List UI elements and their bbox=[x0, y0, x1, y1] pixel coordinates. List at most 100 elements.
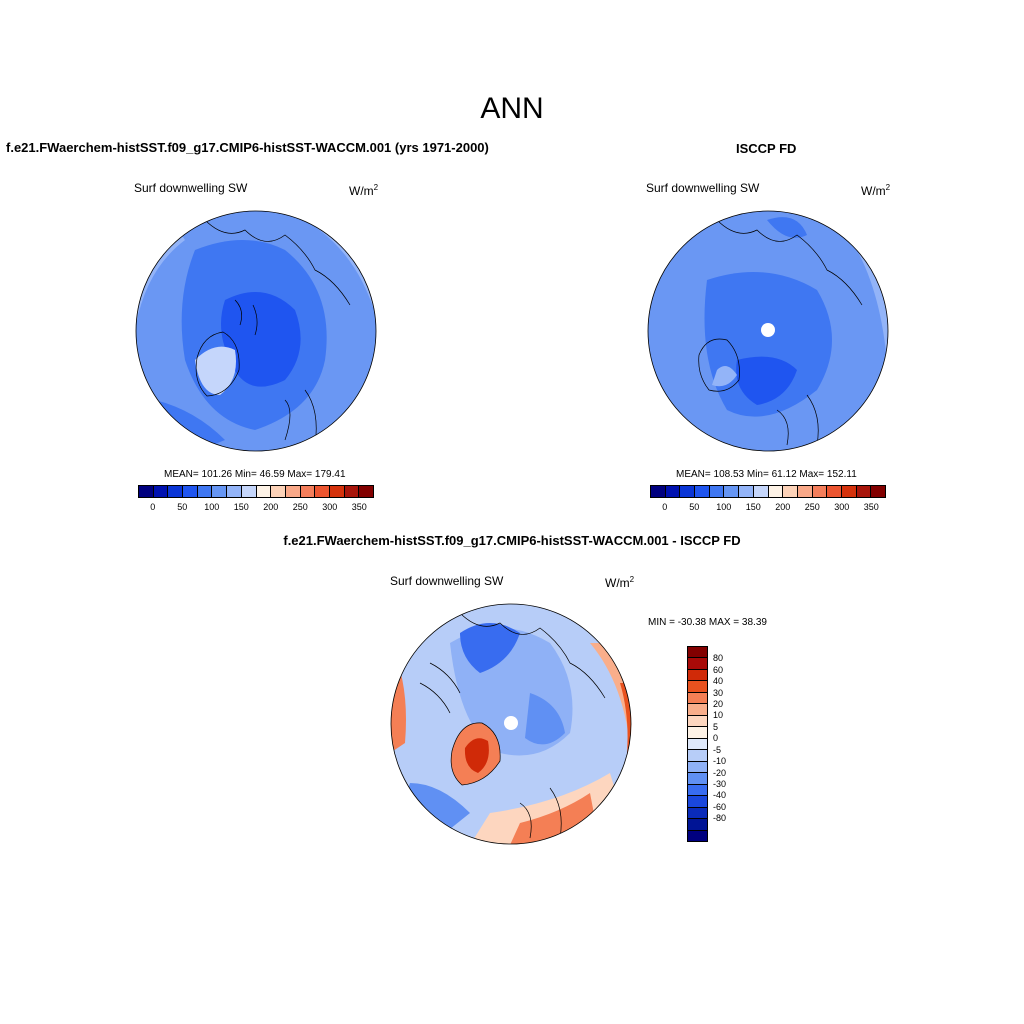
panel3-colorbar-tick-label: -40 bbox=[713, 790, 727, 801]
panel3-colorbar-tick-label: 30 bbox=[713, 687, 724, 698]
panel3-colorbar-swatch bbox=[688, 796, 707, 808]
panel3-case-title: f.e21.FWaerchem-histSST.f09_g17.CMIP6-hi… bbox=[283, 533, 741, 548]
panel1-colorbar-tick-label: 50 bbox=[177, 502, 188, 512]
panel3-colorbar-tick-label: -80 bbox=[713, 813, 727, 824]
panel2-colorbar-swatch bbox=[856, 486, 872, 497]
panel2-colorbar-swatches bbox=[650, 485, 886, 498]
panel1-colorbar bbox=[138, 485, 374, 498]
panel1-colorbar-tick-label: 250 bbox=[292, 502, 308, 512]
panel3-colorbar-labels: 80 60 40 30 20 10 5 0 -5 -10 -20 -30 -40 -60 -80 bbox=[713, 646, 753, 842]
panel3-colorbar-tick-label: 80 bbox=[713, 653, 724, 664]
panel3-colorbar-swatch bbox=[688, 715, 707, 728]
panel3-colorbar-swatch bbox=[688, 738, 707, 751]
panel1-stats: MEAN= 101.26 Min= 46.59 Max= 179.41 bbox=[164, 469, 346, 480]
panel2-colorbar-swatch bbox=[871, 486, 885, 497]
panel3-colorbar-swatch bbox=[688, 681, 707, 693]
panel3-colorbar-swatch bbox=[688, 773, 707, 785]
panel1-colorbar-swatch bbox=[183, 486, 198, 497]
panel3-colorbar-swatch bbox=[688, 819, 707, 831]
panel2-colorbar-swatch bbox=[724, 486, 740, 497]
panel1-colorbar-swatch bbox=[197, 486, 213, 497]
panel3-var-label: Surf downwelling SW bbox=[390, 574, 504, 588]
panel2-colorbar-swatch bbox=[783, 486, 798, 497]
panel2-colorbar-tick-label: 300 bbox=[834, 502, 850, 512]
panel3-colorbar-swatch bbox=[688, 750, 707, 762]
panel3-colorbar-swatch bbox=[688, 761, 707, 774]
panel3-colorbar-swatch bbox=[688, 704, 707, 716]
panel2-colorbar-swatch bbox=[695, 486, 710, 497]
panel1-colorbar-swatch bbox=[300, 486, 316, 497]
panel2-var-label: Surf downwelling SW bbox=[646, 181, 760, 195]
panel1-colorbar-swatch bbox=[212, 486, 228, 497]
panel2-colorbar-tick-label: 200 bbox=[775, 502, 791, 512]
panel1-colorbar-swatch bbox=[271, 486, 286, 497]
panel1-colorbar-tick-label: 200 bbox=[263, 502, 279, 512]
panel1-colorbar-swatch bbox=[241, 486, 257, 497]
panel3-colorbar-tick-label: 60 bbox=[713, 664, 724, 675]
panel1-colorbar-swatch bbox=[227, 486, 242, 497]
panel2-colorbar-tick-label: 150 bbox=[745, 502, 761, 512]
panel1-colorbar-tick-label: 350 bbox=[351, 502, 367, 512]
panel2-colorbar-swatch bbox=[665, 486, 681, 497]
panel2-colorbar-swatch bbox=[812, 486, 828, 497]
panel3-colorbar-swatch bbox=[688, 658, 707, 670]
panel3-colorbar-swatch bbox=[688, 727, 707, 739]
panel2-stats: MEAN= 108.53 Min= 61.12 Max= 152.11 bbox=[676, 469, 857, 480]
panel1-colorbar-tick-label: 100 bbox=[204, 502, 220, 512]
panel3-colorbar-tick-label: 10 bbox=[713, 710, 724, 721]
panel2-case-title: ISCCP FD bbox=[736, 141, 797, 156]
panel3-colorbar-tick-label: 40 bbox=[713, 676, 724, 687]
panel3-colorbar-tick-label: -5 bbox=[713, 744, 722, 755]
panel3-polar-map bbox=[390, 603, 632, 845]
panel1-colorbar-swatch bbox=[329, 486, 345, 497]
panel2-colorbar-tick-label: 350 bbox=[863, 502, 879, 512]
panel2-colorbar-swatch bbox=[680, 486, 696, 497]
panel1-colorbar-tick-label: 0 bbox=[150, 502, 156, 512]
panel1-colorbar-tick-label: 300 bbox=[322, 502, 338, 512]
panel3-colorbar-tick-label: 5 bbox=[713, 721, 719, 732]
panel2-colorbar-swatch bbox=[651, 486, 666, 497]
panel3-unit-label: W/m2 bbox=[605, 575, 635, 590]
panel3-colorbar-swatches bbox=[687, 646, 708, 842]
panel3-colorbar-swatch bbox=[688, 784, 707, 797]
panel3-colorbar bbox=[687, 646, 708, 842]
panel3-colorbar-tick-label: 0 bbox=[713, 733, 719, 744]
panel3-colorbar-swatch bbox=[688, 647, 707, 659]
panel3-colorbar-tick-label: 20 bbox=[713, 699, 724, 710]
panel2-polar-map bbox=[647, 210, 889, 452]
panel1-colorbar-swatch bbox=[153, 486, 169, 497]
panel2-colorbar bbox=[650, 485, 886, 498]
panel2-colorbar-tick-label: 250 bbox=[804, 502, 820, 512]
panel1-colorbar-swatches bbox=[138, 485, 374, 498]
panel2-colorbar-swatch bbox=[739, 486, 754, 497]
panel2-colorbar-tick-label: 100 bbox=[716, 502, 732, 512]
panel1-var-label: Surf downwelling SW bbox=[134, 181, 248, 195]
panel2-unit-label: W/m2 bbox=[861, 183, 891, 198]
panel3-colorbar-swatch bbox=[688, 669, 707, 682]
main-title: ANN bbox=[480, 92, 544, 125]
panel1-colorbar-swatch bbox=[359, 486, 373, 497]
panel3-stats: MIN = -30.38 MAX = 38.39 bbox=[648, 617, 767, 628]
panel1-case-title: f.e21.FWaerchem-histSST.f09_g17.CMIP6-hi… bbox=[6, 140, 489, 155]
panel2-colorbar-swatch bbox=[827, 486, 842, 497]
panel3-colorbar-tick-label: -10 bbox=[713, 756, 727, 767]
panel1-colorbar-swatch bbox=[285, 486, 301, 497]
panel3-colorbar-swatch bbox=[688, 830, 707, 841]
panel3-colorbar-swatch bbox=[688, 807, 707, 820]
panel3-colorbar-tick-label: -20 bbox=[713, 767, 727, 778]
panel2-colorbar-swatch bbox=[709, 486, 725, 497]
panel1-colorbar-tick-label: 150 bbox=[233, 502, 249, 512]
panel1-polar-map bbox=[135, 210, 377, 452]
panel3-colorbar-swatch bbox=[688, 692, 707, 705]
panel1-colorbar-swatch bbox=[139, 486, 154, 497]
panel1-unit-label: W/m2 bbox=[349, 183, 379, 198]
panel1-colorbar-swatch bbox=[256, 486, 272, 497]
panel1-colorbar-swatch bbox=[315, 486, 330, 497]
panel2-colorbar-labels: 0 50 100 150 200 250 300 350 bbox=[650, 502, 886, 516]
panel2-colorbar-swatch bbox=[753, 486, 769, 497]
panel1-colorbar-swatch bbox=[168, 486, 184, 497]
panel2-colorbar-swatch bbox=[797, 486, 813, 497]
panel3-colorbar-tick-label: -30 bbox=[713, 778, 727, 789]
panel2-colorbar-swatch bbox=[841, 486, 857, 497]
panel1-colorbar-labels: 0 50 100 150 200 250 300 350 bbox=[138, 502, 374, 516]
